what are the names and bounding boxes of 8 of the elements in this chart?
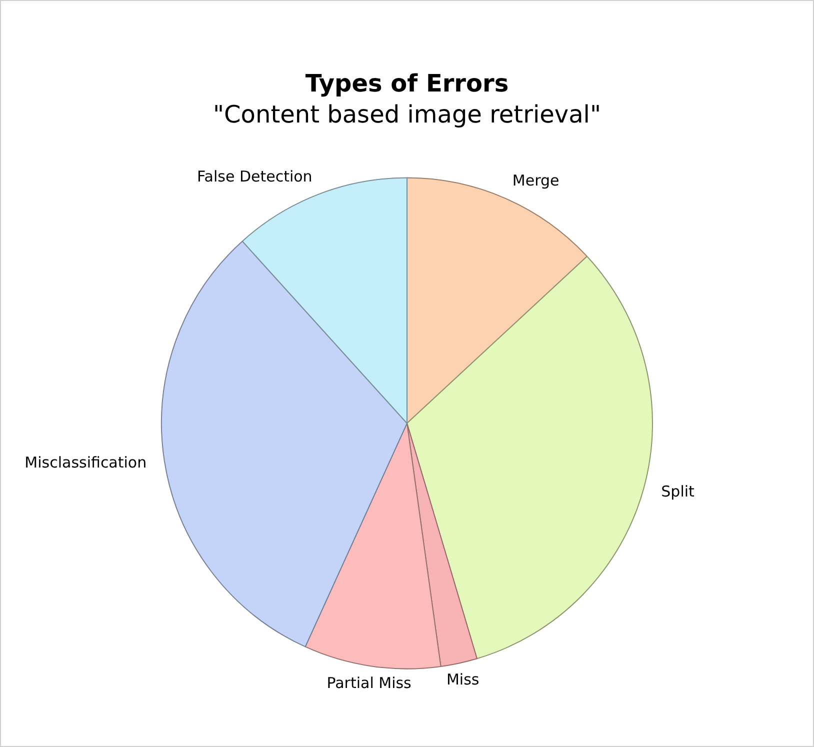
slice-label: Misclassification [24, 454, 147, 472]
slice-label: False Detection [197, 167, 312, 186]
chart-subtitle: "Content based image retrieval" [212, 100, 602, 128]
slice-label: Merge [512, 172, 560, 190]
slice-label: Split [661, 482, 695, 501]
slice-label: Miss [446, 670, 480, 689]
chart-title: Types of Errors [305, 70, 509, 98]
slice-label: Partial Miss [326, 674, 412, 692]
